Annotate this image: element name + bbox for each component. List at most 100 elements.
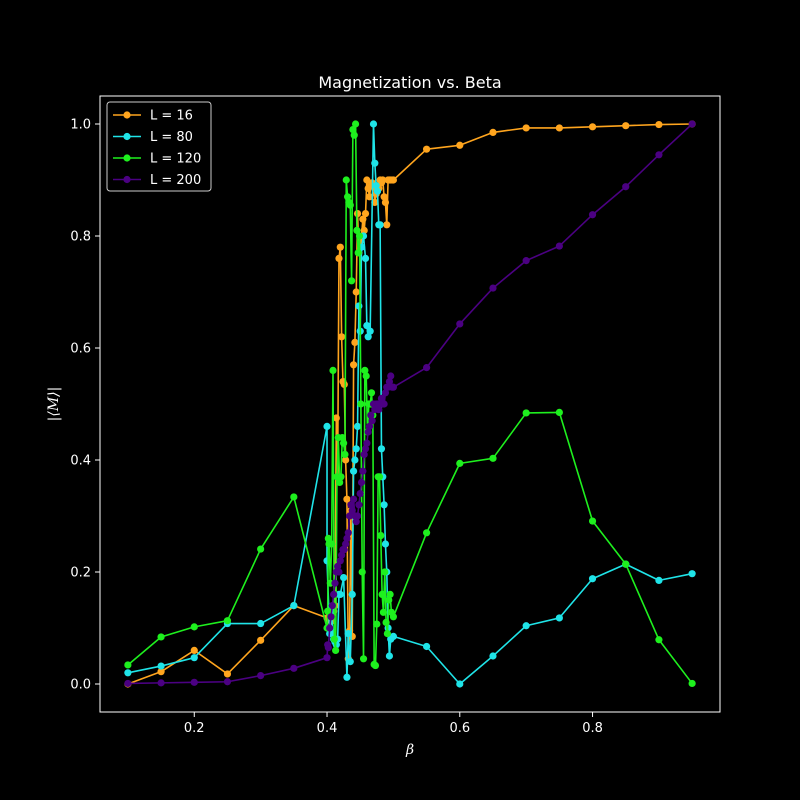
data-point bbox=[360, 450, 368, 458]
data-point bbox=[348, 506, 356, 514]
data-point bbox=[379, 608, 388, 616]
data-point bbox=[588, 123, 597, 131]
data-point bbox=[555, 124, 563, 132]
legend-swatch-marker bbox=[123, 175, 131, 184]
data-point bbox=[355, 302, 363, 310]
data-point bbox=[381, 568, 389, 576]
data-point bbox=[655, 636, 663, 644]
data-point bbox=[223, 678, 232, 686]
data-point bbox=[522, 622, 530, 630]
data-point bbox=[381, 389, 390, 397]
data-point bbox=[357, 478, 366, 486]
data-point bbox=[157, 662, 165, 670]
data-point bbox=[257, 619, 265, 628]
data-point bbox=[349, 467, 358, 475]
data-point bbox=[351, 120, 360, 128]
y-tick-label: 1.0 bbox=[70, 118, 91, 133]
x-axis-label: β bbox=[405, 742, 414, 758]
data-point bbox=[343, 495, 351, 503]
data-point bbox=[373, 187, 382, 195]
data-point bbox=[348, 590, 356, 599]
data-point bbox=[361, 445, 370, 453]
data-point bbox=[344, 193, 352, 201]
legend-frame bbox=[106, 101, 212, 192]
data-point bbox=[349, 361, 358, 369]
data-point bbox=[622, 183, 630, 191]
data-point bbox=[378, 590, 386, 599]
data-point bbox=[327, 613, 335, 621]
data-point bbox=[361, 254, 370, 262]
data-point bbox=[456, 320, 464, 328]
data-point bbox=[387, 372, 395, 380]
data-point bbox=[359, 655, 368, 663]
data-point bbox=[381, 198, 390, 206]
data-point bbox=[688, 679, 696, 688]
data-point bbox=[379, 176, 387, 184]
data-point bbox=[622, 122, 630, 130]
legend-label: L = 120 bbox=[150, 152, 201, 167]
data-point bbox=[377, 445, 386, 453]
data-point bbox=[362, 372, 370, 380]
data-point bbox=[385, 378, 394, 386]
data-point bbox=[361, 366, 369, 374]
data-point bbox=[367, 389, 376, 397]
data-point bbox=[342, 176, 350, 184]
data-point bbox=[157, 668, 165, 676]
data-point bbox=[257, 545, 265, 553]
data-point bbox=[359, 467, 367, 475]
data-point bbox=[351, 456, 359, 464]
data-point bbox=[360, 226, 368, 234]
data-point bbox=[588, 575, 597, 583]
data-point bbox=[331, 579, 339, 587]
series-3 bbox=[124, 120, 696, 688]
legend-swatch-marker bbox=[123, 154, 131, 162]
data-point bbox=[377, 532, 385, 540]
data-point bbox=[555, 408, 563, 416]
data-point bbox=[332, 414, 340, 422]
data-point bbox=[361, 210, 370, 218]
data-point bbox=[353, 226, 361, 234]
legend-item: L = 120 bbox=[113, 152, 201, 167]
data-point bbox=[376, 221, 384, 229]
data-point bbox=[365, 422, 374, 430]
y-axis-label: |⟨M⟩| bbox=[46, 387, 62, 422]
data-point bbox=[329, 366, 337, 374]
data-point bbox=[358, 568, 366, 576]
data-point bbox=[383, 630, 392, 638]
data-point bbox=[190, 646, 198, 655]
legend-item: L = 80 bbox=[113, 130, 193, 145]
data-point bbox=[381, 540, 390, 548]
data-point bbox=[223, 617, 232, 625]
data-point bbox=[389, 176, 397, 184]
x-axis: 0.2 0.4 0.6 0.8 bbox=[184, 712, 603, 736]
data-point bbox=[353, 512, 362, 520]
data-point bbox=[332, 646, 340, 655]
data-point bbox=[373, 620, 381, 628]
x-tick-label: 0.2 bbox=[184, 721, 205, 736]
data-point bbox=[340, 380, 348, 388]
data-point bbox=[290, 602, 298, 610]
data-point bbox=[355, 501, 363, 509]
data-point bbox=[336, 557, 344, 565]
data-point bbox=[324, 607, 332, 615]
data-point bbox=[337, 473, 345, 481]
data-point bbox=[290, 493, 298, 501]
data-point bbox=[326, 624, 334, 632]
data-point bbox=[371, 661, 380, 670]
data-point bbox=[352, 518, 360, 526]
data-point bbox=[330, 635, 338, 643]
data-point bbox=[324, 534, 332, 543]
data-point bbox=[655, 576, 663, 585]
data-point bbox=[385, 652, 394, 660]
data-point bbox=[323, 654, 331, 662]
data-point bbox=[375, 406, 383, 414]
data-point bbox=[372, 182, 380, 190]
data-point bbox=[340, 546, 348, 554]
series-4 bbox=[124, 120, 696, 688]
data-point bbox=[377, 394, 386, 402]
data-point bbox=[655, 120, 663, 129]
data-point bbox=[352, 445, 360, 453]
data-point bbox=[323, 422, 331, 430]
data-point bbox=[290, 664, 298, 672]
legend-label: L = 16 bbox=[150, 109, 193, 124]
